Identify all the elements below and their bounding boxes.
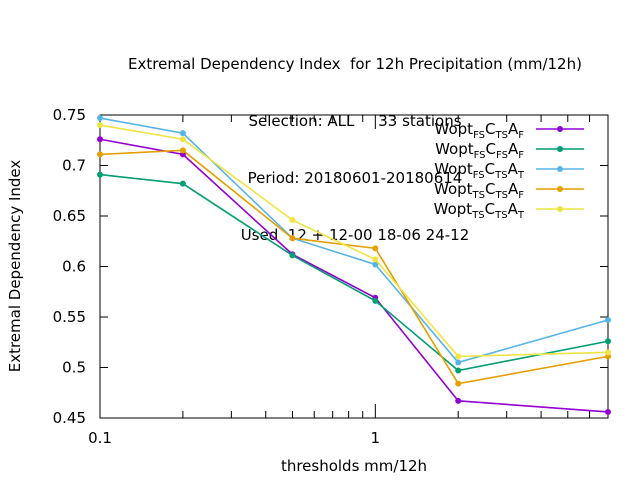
data-point — [455, 367, 462, 374]
y-axis-ticks: 0.45 0.5 0.55 0.6 0.65 0.7 0.75 — [53, 106, 608, 427]
series-line-5 — [99, 124, 609, 358]
legend-label-5: WoptTSCTSAT — [434, 200, 525, 221]
data-point — [289, 235, 296, 242]
data-point — [97, 115, 103, 122]
data-point — [605, 349, 611, 356]
data-point — [605, 317, 611, 324]
data-point — [605, 338, 611, 345]
title-line-3: Period: 20180601-20180614 — [247, 169, 463, 187]
legend-label-1: WoptFSCTSAF — [435, 120, 525, 141]
series-layer — [97, 115, 611, 415]
plot-frame — [99, 114, 609, 419]
data-point — [97, 171, 103, 178]
data-point — [605, 408, 611, 415]
x-axis-label: thresholds mm/12h — [281, 457, 427, 475]
data-point — [179, 136, 186, 143]
x-axis-ticks: 0.1 1 — [88, 115, 609, 447]
data-point — [455, 359, 462, 366]
legend-swatch-marker — [557, 146, 563, 152]
data-point — [97, 151, 103, 158]
title-line-2: Selection: ALL 33 stations — [248, 112, 462, 130]
data-point — [289, 217, 296, 224]
data-point — [455, 353, 462, 360]
data-point — [372, 261, 379, 268]
y-tick-label: 0.6 — [62, 258, 86, 276]
data-point — [372, 297, 379, 304]
data-point — [97, 136, 103, 143]
data-point — [179, 180, 186, 187]
y-tick-label: 0.5 — [62, 359, 86, 377]
legend-swatch-marker — [557, 126, 563, 132]
legend-swatch-marker — [557, 206, 563, 212]
legend-label-2: WoptFSCFSAF — [435, 140, 524, 161]
y-tick-label: 0.45 — [53, 409, 86, 427]
series-line-4 — [99, 149, 609, 385]
legend-label-4: WoptTSCTSAF — [434, 180, 524, 201]
legend-swatch-marker — [557, 166, 563, 172]
series-line-2 — [99, 173, 609, 372]
x-tick-label: 1 — [371, 429, 381, 447]
series-line-1 — [99, 138, 609, 413]
y-tick-label: 0.55 — [53, 308, 86, 326]
x-tick-label: 0.1 — [88, 429, 112, 447]
data-point — [179, 130, 186, 137]
y-tick-label: 0.75 — [53, 106, 86, 124]
legend-label-3: WoptFSCTSAT — [434, 160, 525, 181]
y-tick-label: 0.65 — [53, 207, 86, 225]
data-point — [179, 147, 186, 154]
y-axis-label: Extremal Dependency Index — [6, 160, 24, 373]
legend: WoptFSCTSAFWoptFSCFSAFWoptFSCTSATWoptTSC… — [434, 120, 584, 221]
data-point — [289, 252, 296, 259]
data-point — [97, 122, 103, 129]
data-point — [455, 397, 462, 404]
data-point — [372, 245, 379, 252]
series-line-3 — [99, 117, 609, 364]
data-point — [455, 380, 462, 387]
legend-swatch-marker — [557, 186, 563, 192]
title-line-1: Extremal Dependency Index for 12h Precip… — [128, 55, 582, 73]
chart-title: Extremal Dependency Index for 12h Precip… — [0, 17, 640, 264]
y-tick-label: 0.7 — [62, 157, 86, 175]
data-point — [372, 256, 379, 263]
